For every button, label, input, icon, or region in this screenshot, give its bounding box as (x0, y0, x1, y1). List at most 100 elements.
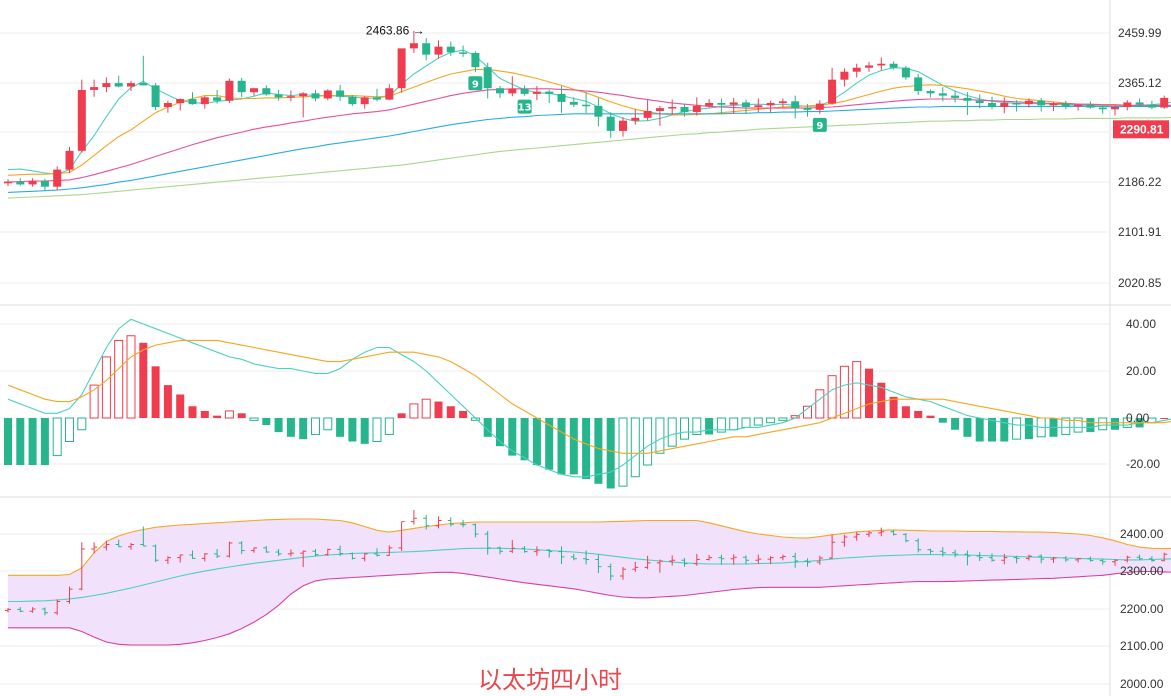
candle-body (914, 77, 923, 92)
macd-tick-label: 20.00 (1126, 364, 1156, 378)
macd-histogram-bar (914, 410, 923, 418)
macd-histogram-bar (446, 406, 455, 418)
macd-histogram-bar (224, 410, 234, 419)
macd-histogram-bar (65, 417, 74, 442)
price-tick-label: 2020.85 (1118, 276, 1162, 290)
candle-body (459, 52, 468, 54)
macd-histogram-bar (1024, 418, 1033, 440)
macd-histogram-bar (1160, 418, 1169, 419)
candle-body (803, 108, 812, 110)
candle-body (176, 99, 185, 104)
macd-histogram-bar (311, 417, 320, 435)
candlestick-panel: 2463.86 → 9 13 9 (4, 24, 1171, 199)
last-price-label: 2290.81 (1120, 122, 1164, 136)
candle-body (77, 89, 86, 151)
macd-histogram-bar (323, 417, 333, 431)
bollinger-panel (5, 510, 1171, 646)
candle-body (360, 97, 369, 105)
macd-histogram-bar (126, 335, 136, 419)
candle-body (1111, 107, 1119, 110)
candle-body (262, 88, 271, 95)
macd-histogram-bar (1111, 418, 1119, 430)
macd-histogram-bar (582, 418, 591, 480)
macd-histogram-bar (606, 418, 615, 489)
candle-body (594, 105, 603, 117)
candle-body (1000, 103, 1009, 108)
candle-body (729, 102, 738, 105)
candle-body (631, 117, 640, 121)
ma10-line (7, 68, 1171, 176)
price-tick-label: 2101.91 (1118, 225, 1162, 239)
bollinger-mid-line (8, 547, 1171, 603)
td-count-badge (517, 99, 532, 114)
macd-histogram-bar (409, 403, 419, 419)
macd-histogram-bar (151, 366, 160, 418)
candle-body (508, 88, 517, 94)
candle-body (1012, 103, 1021, 105)
macd-histogram-bar (176, 394, 185, 418)
bollinger-tick-label: 2400.00 (1120, 527, 1164, 541)
bollinger-tick-label: 2300.00 (1120, 564, 1164, 578)
macd-histogram-bar (963, 418, 972, 437)
candle-body (852, 67, 861, 72)
td-count-label: 9 (816, 121, 823, 132)
macd-histogram-bar (815, 389, 825, 419)
macd-histogram-bar (77, 417, 87, 431)
candle-body (1024, 100, 1033, 105)
bollinger-lower-line (8, 570, 1171, 646)
candle-body (114, 83, 123, 87)
candle-body (311, 93, 320, 99)
candle-body (163, 103, 172, 108)
bollinger-tick-label: 2000.00 (1120, 677, 1164, 691)
macd-histogram-bar (889, 396, 898, 418)
macd-histogram-bar (827, 375, 837, 419)
macd-histogram-bar (188, 406, 197, 418)
candle-body (422, 43, 431, 55)
candle-body (409, 43, 418, 49)
macd-histogram-bar (286, 418, 295, 437)
macd-histogram-bar (397, 413, 406, 418)
candle-body (323, 90, 332, 99)
macd-histogram-bar (262, 418, 271, 426)
macd-histogram-bar (1061, 417, 1071, 435)
td-count-badge (812, 117, 827, 132)
candle-body (4, 181, 12, 184)
macd-histogram-bar (163, 385, 172, 418)
candle-body (188, 99, 197, 105)
bollinger-band-fill (8, 519, 1171, 645)
candle-body (397, 48, 406, 89)
macd-histogram-bar (741, 417, 751, 428)
macd-histogram-bar (16, 418, 25, 465)
macd-histogram-bar (1073, 417, 1083, 433)
ma30-line (7, 105, 1171, 193)
price-tick-label: 2459.99 (1118, 26, 1162, 40)
candle-body (1049, 103, 1058, 106)
candle-body (692, 105, 701, 113)
candle-body (742, 102, 750, 108)
price-tick-label: 2365.12 (1118, 76, 1162, 90)
macd-tick-label: 0.00 (1126, 411, 1150, 425)
macd-histogram-bar (139, 342, 148, 418)
candle-body (668, 107, 677, 109)
ma60-line (7, 116, 1171, 199)
macd-histogram-bar (508, 418, 517, 456)
candle-body (127, 83, 135, 87)
candle-body (250, 88, 258, 93)
macd-tick-label: -20.00 (1126, 457, 1160, 471)
chart-caption: 以太坊四小时 (478, 666, 622, 694)
macd-histogram-bar (988, 418, 996, 442)
macd-histogram-bar (975, 418, 984, 442)
candle-body (90, 87, 99, 90)
candle-body (53, 169, 62, 187)
candle-body (1086, 104, 1095, 108)
price-tick-label: 2186.22 (1118, 175, 1162, 189)
macd-histogram-bar (40, 418, 49, 465)
macd-dif-line (7, 318, 1171, 478)
macd-histogram-bar (459, 410, 468, 418)
candle-body (434, 46, 443, 55)
macd-histogram-bar (496, 418, 504, 447)
macd-histogram-bar (680, 417, 689, 440)
macd-histogram-bar (532, 418, 541, 465)
macd-histogram-bar (360, 418, 369, 444)
